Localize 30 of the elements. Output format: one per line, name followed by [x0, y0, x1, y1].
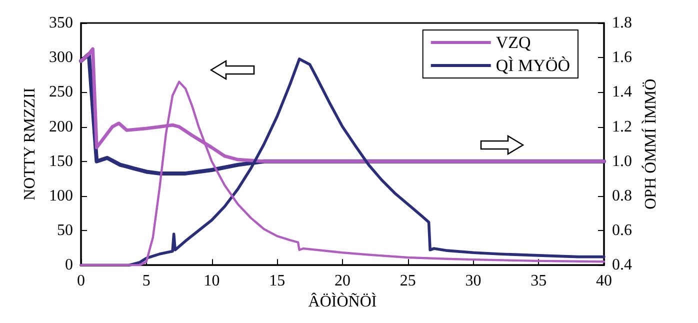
y2-tick-label: 1.8	[612, 14, 632, 32]
x-tick-label: 30	[465, 272, 482, 290]
y2-axis-title: OPH ÓMMÍ ÌMMÖ	[641, 78, 660, 210]
x-tick-label: 10	[204, 272, 220, 290]
x-tick-label: 15	[269, 272, 286, 290]
y2-tick-label: 0.6	[612, 222, 632, 240]
y-tick-label: 100	[49, 187, 73, 204]
y-tick-label: 50	[57, 222, 73, 240]
legend-label: QÌ MYÖÒ	[496, 56, 570, 75]
x-axis-title: ÂÖÌÒÑÖÌ	[308, 292, 377, 310]
y-tick-label: 200	[49, 118, 73, 136]
x-tick-label: 0	[77, 272, 85, 290]
y-tick-label: 250	[49, 84, 73, 101]
y-tick-label: 300	[49, 49, 73, 66]
x-tick-label: 20	[334, 272, 350, 290]
x-tick-label: 35	[530, 272, 547, 290]
x-tick-label: 40	[596, 272, 612, 290]
y2-tick-label: 1.2	[612, 118, 632, 136]
y-tick-label: 350	[49, 14, 73, 32]
y2-tick-label: 1.6	[612, 49, 632, 66]
y2-tick-label: 0.4	[612, 256, 632, 274]
x-tick-label: 5	[142, 272, 150, 290]
y-tick-label: 150	[49, 152, 73, 170]
y2-tick-label: 1.0	[612, 152, 632, 170]
legend-label: VZQ	[496, 33, 531, 52]
y2-tick-label: 0.8	[612, 187, 632, 204]
y-tick-label: 0	[65, 256, 73, 274]
y2-tick-label: 1.4	[612, 84, 632, 101]
y-axis-title: NOTTY RMZZII	[22, 88, 39, 200]
x-tick-label: 25	[400, 272, 416, 290]
